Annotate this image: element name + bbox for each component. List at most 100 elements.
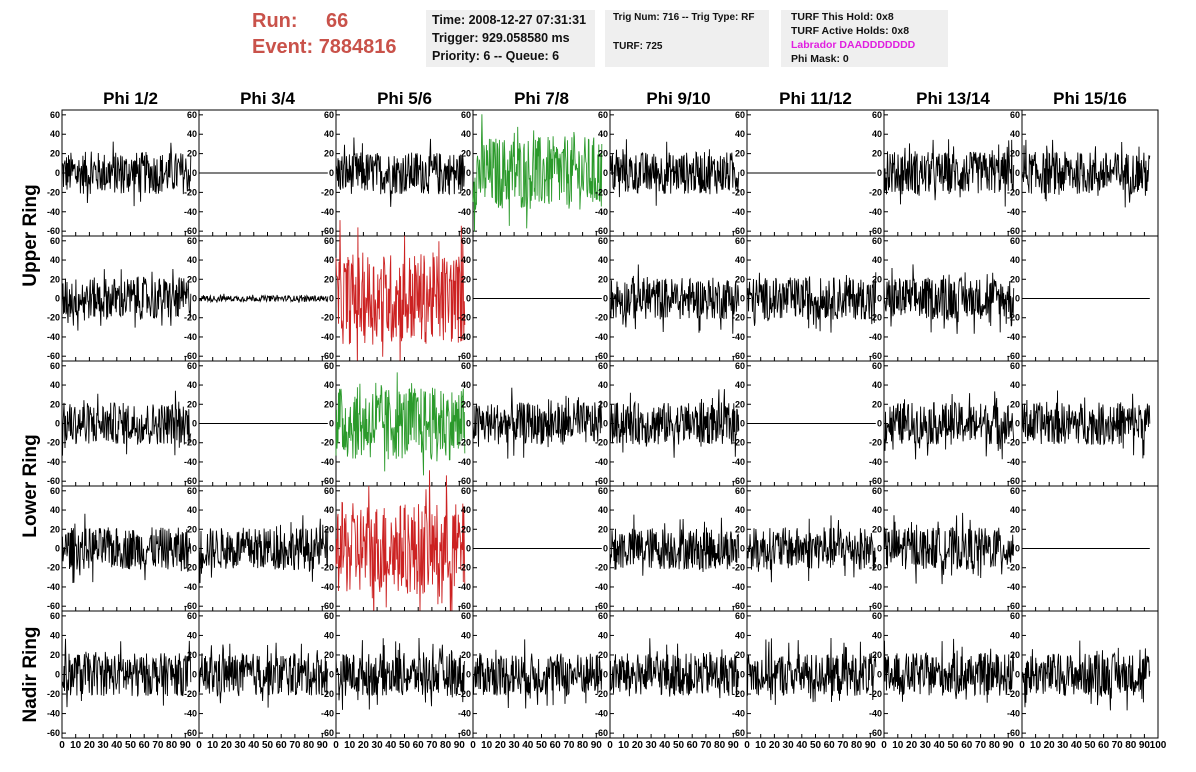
column-title: Phi 5/6 — [377, 89, 432, 108]
x-tick-label: 60 — [687, 740, 699, 751]
y-tick-label: 60 — [872, 611, 882, 621]
y-tick-label: 20 — [461, 399, 471, 409]
x-tick-label: 70 — [837, 740, 849, 751]
y-tick-label: 0 — [55, 168, 60, 178]
y-tick-label: 20 — [598, 524, 608, 534]
y-tick-label: 60 — [461, 611, 471, 621]
y-tick-label: 40 — [187, 129, 197, 139]
y-tick-label: 40 — [735, 255, 745, 265]
y-tick-label: -20 — [869, 689, 882, 699]
y-tick-label: 0 — [466, 670, 471, 680]
y-tick-label: -20 — [458, 563, 471, 573]
waveform-trace — [472, 639, 603, 709]
x-tick-label: 70 — [152, 740, 164, 751]
y-tick-label: 0 — [329, 419, 334, 429]
y-tick-label: 60 — [1010, 486, 1020, 496]
y-tick-label: 20 — [461, 149, 471, 159]
x-tick-label: 50 — [673, 740, 685, 751]
y-tick-label: -60 — [184, 226, 197, 236]
y-tick-label: 0 — [877, 670, 882, 680]
x-tick-label: 10 — [70, 740, 82, 751]
x-tick-label: 70 — [700, 740, 712, 751]
y-tick-label: -60 — [732, 476, 745, 486]
x-tick-label: 40 — [522, 740, 534, 751]
y-tick-label: 20 — [50, 399, 60, 409]
y-tick-label: -20 — [1007, 438, 1020, 448]
y-tick-label: 40 — [598, 129, 608, 139]
y-tick-label: 40 — [187, 255, 197, 265]
y-tick-label: 0 — [1015, 294, 1020, 304]
y-tick-label: 0 — [55, 294, 60, 304]
y-tick-label: -40 — [321, 709, 334, 719]
y-tick-label: 20 — [872, 274, 882, 284]
x-tick-label: 40 — [796, 740, 808, 751]
x-tick-label: 30 — [1057, 740, 1069, 751]
y-tick-label: -20 — [458, 187, 471, 197]
column-title: Phi 3/4 — [240, 89, 295, 108]
y-tick-label: -20 — [321, 689, 334, 699]
y-tick-label: 0 — [329, 544, 334, 554]
turf-info-box: TURF This Hold: 0x8 TURF Active Holds: 0… — [781, 10, 948, 67]
waveform-trace — [609, 264, 740, 334]
trigger-info-box: Trig Num: 716 -- Trig Type: RF TURF: 725 — [605, 10, 769, 67]
y-tick-label: -60 — [1007, 476, 1020, 486]
y-tick-label: -40 — [321, 332, 334, 342]
column-title: Phi 13/14 — [916, 89, 990, 108]
y-tick-label: 40 — [50, 255, 60, 265]
y-tick-label: -40 — [184, 332, 197, 342]
y-tick-label: -60 — [458, 476, 471, 486]
y-tick-label: 20 — [1010, 399, 1020, 409]
y-tick-label: 0 — [877, 294, 882, 304]
y-tick-label: 60 — [461, 236, 471, 246]
x-tick-label: 40 — [385, 740, 397, 751]
y-tick-label: -20 — [595, 689, 608, 699]
y-tick-label: -60 — [47, 226, 60, 236]
y-tick-label: 20 — [324, 149, 334, 159]
y-tick-label: 0 — [877, 168, 882, 178]
time-info-box: Time: 2008-12-27 07:31:31 Trigger: 929.0… — [426, 10, 595, 67]
y-tick-label: 0 — [877, 419, 882, 429]
waveform-trace — [61, 141, 192, 207]
y-tick-label: -20 — [732, 563, 745, 573]
y-tick-label: 40 — [50, 380, 60, 390]
x-tick-label: 40 — [934, 740, 946, 751]
y-tick-label: 0 — [466, 294, 471, 304]
y-tick-label: 60 — [872, 236, 882, 246]
x-tick-label: 30 — [235, 740, 247, 751]
y-tick-label: -40 — [595, 457, 608, 467]
y-tick-label: -40 — [47, 582, 60, 592]
y-tick-label: -20 — [458, 689, 471, 699]
x-tick-label: 100 — [1150, 740, 1167, 751]
y-tick-label: 0 — [1015, 419, 1020, 429]
y-tick-label: 60 — [187, 611, 197, 621]
y-tick-label: -40 — [869, 582, 882, 592]
y-tick-label: -40 — [732, 582, 745, 592]
y-tick-label: 60 — [187, 361, 197, 371]
y-tick-label: -20 — [732, 438, 745, 448]
x-tick-label: 30 — [783, 740, 795, 751]
y-tick-label: 0 — [466, 419, 471, 429]
y-tick-label: 20 — [735, 149, 745, 159]
x-tick-label: 30 — [98, 740, 110, 751]
y-tick-label: 40 — [735, 505, 745, 515]
y-tick-label: -40 — [869, 207, 882, 217]
y-tick-label: -40 — [184, 457, 197, 467]
waveform-trace — [335, 220, 466, 373]
waveform-trace — [746, 637, 877, 705]
y-tick-label: 0 — [192, 419, 197, 429]
y-tick-label: -40 — [458, 457, 471, 467]
y-tick-label: -60 — [869, 351, 882, 361]
y-tick-label: 20 — [461, 524, 471, 534]
y-tick-label: 60 — [461, 486, 471, 496]
y-tick-label: -60 — [184, 476, 197, 486]
y-tick-label: -20 — [184, 438, 197, 448]
x-tick-label: 90 — [728, 740, 740, 751]
y-tick-label: -40 — [458, 709, 471, 719]
y-tick-label: 60 — [50, 236, 60, 246]
y-tick-label: 0 — [192, 670, 197, 680]
y-tick-label: 60 — [324, 236, 334, 246]
y-tick-label: -20 — [869, 187, 882, 197]
y-tick-label: -60 — [869, 476, 882, 486]
x-tick-label: 20 — [906, 740, 918, 751]
y-tick-label: 40 — [1010, 255, 1020, 265]
